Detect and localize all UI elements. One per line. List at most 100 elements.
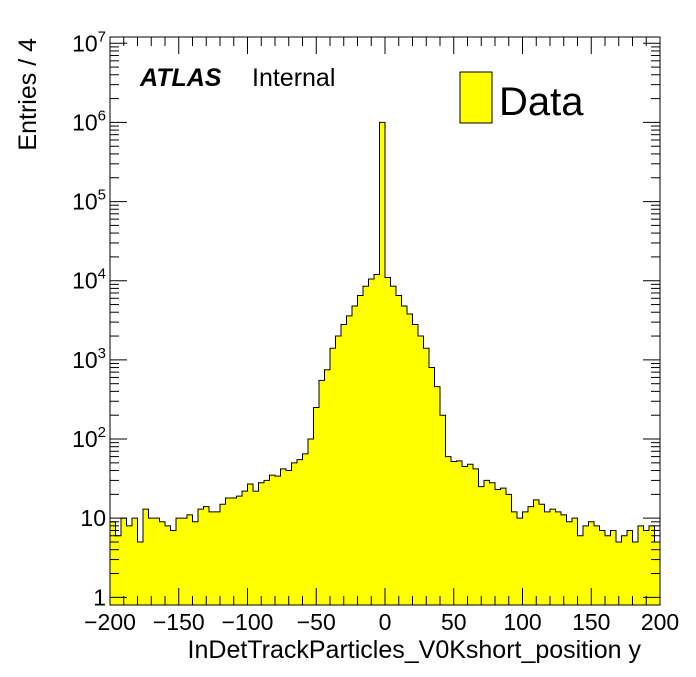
x-tick-label: 100 [503, 609, 541, 635]
histogram-bar [544, 511, 551, 605]
histogram-bar [313, 407, 320, 605]
x-tick-label: 200 [641, 609, 679, 635]
histogram-bar [214, 511, 221, 605]
histogram-bar [253, 491, 259, 605]
histogram-bar [555, 511, 562, 605]
histogram-bar [627, 530, 633, 605]
histogram-bar [396, 295, 402, 605]
histogram-bar [528, 506, 534, 605]
histogram-bar [533, 499, 540, 605]
histogram-bar [621, 535, 628, 605]
histogram-bar [467, 464, 474, 605]
histogram-bar [473, 468, 479, 605]
histogram-bar [434, 386, 441, 605]
histogram-bar [132, 518, 138, 605]
histogram-bar [566, 521, 573, 605]
histogram-bar [154, 518, 160, 605]
histogram-bar [440, 415, 446, 605]
y-tick-label: 106 [72, 107, 106, 135]
histogram-bar [203, 506, 210, 605]
histogram-bar [599, 530, 606, 605]
histogram-bar [572, 518, 578, 605]
histogram-bar [280, 468, 287, 605]
y-tick-label: 103 [72, 345, 106, 373]
histogram-bar [649, 525, 655, 605]
histogram-bar [522, 511, 529, 605]
y-tick-label: 102 [72, 424, 106, 452]
histogram-bar [500, 488, 507, 605]
histogram-bar [247, 484, 254, 605]
histogram-bar [209, 511, 215, 605]
x-tick-label: −100 [222, 609, 274, 635]
histogram-bar [390, 286, 397, 605]
x-tick-label: −150 [153, 609, 205, 635]
histogram-bar [605, 535, 611, 605]
histogram-bar [148, 518, 155, 605]
histogram-bar [632, 542, 639, 605]
histogram-bar [506, 494, 512, 605]
histogram-bar [225, 497, 232, 605]
histogram-bar [242, 491, 248, 605]
histogram-bar [379, 122, 386, 605]
histogram-bar [374, 274, 380, 605]
histogram-bar [187, 514, 193, 605]
legend: Data [459, 71, 584, 124]
histogram-bar [539, 504, 545, 605]
histogram-bar [258, 482, 265, 605]
histogram-bar [198, 509, 204, 605]
y-tick-label: 10 [80, 505, 106, 531]
histogram-bar [594, 525, 600, 605]
histogram-bar [484, 480, 490, 605]
histogram-bar [588, 521, 595, 605]
histogram-bar [368, 279, 375, 605]
histogram-bar [445, 456, 452, 605]
histogram-bar [418, 336, 424, 605]
y-tick-label: 1 [93, 584, 106, 610]
histogram-bar [385, 277, 391, 605]
histogram-bar [423, 348, 430, 605]
histogram-bar [429, 367, 435, 605]
histogram-bar [561, 514, 567, 605]
histogram-bar [616, 542, 622, 605]
histogram-bar [451, 461, 457, 605]
y-axis-label: Entries / 4 [14, 38, 42, 151]
axes: −200 −150 −100 −50 0 50 100 150 200 1 10 102 103 104 1… [72, 28, 679, 635]
histogram-bar [407, 313, 413, 605]
x-tick-label: 0 [379, 609, 392, 635]
histogram-bar [181, 518, 188, 605]
histogram-bar [638, 525, 644, 605]
histogram-bar [302, 453, 309, 605]
histogram-bar [264, 480, 270, 605]
histogram-bar [324, 369, 331, 605]
atlas-label: ATLAS [139, 64, 222, 92]
histogram-bar [341, 324, 347, 605]
histogram-bar [126, 525, 133, 605]
x-axis-label: InDetTrackParticles_V0Kshort_position y [188, 636, 642, 664]
histogram-bar [352, 305, 358, 605]
histogram-bar [495, 489, 501, 605]
x-tick-label: −200 [84, 609, 136, 635]
legend-label: Data [499, 80, 584, 124]
histogram-bar [550, 509, 556, 605]
y-tick-label: 104 [72, 266, 106, 294]
histogram-bar [401, 305, 408, 605]
x-tick-label: −50 [297, 609, 336, 635]
histogram-bar [297, 459, 303, 605]
histogram-bar [330, 348, 336, 605]
histogram-bar [236, 496, 243, 605]
histogram-bar [478, 486, 485, 605]
histogram-bar [159, 521, 166, 605]
histogram-bar [511, 511, 518, 605]
histogram-bar [121, 518, 127, 605]
histogram-bar [176, 518, 182, 605]
histogram-bar [319, 380, 325, 605]
histogram-bar [610, 530, 617, 605]
histogram-outline [109, 121, 661, 605]
histogram-bar [165, 525, 171, 605]
histogram-bar [286, 470, 292, 605]
histogram-bar [291, 462, 298, 605]
y-tick-label: 107 [72, 28, 106, 56]
x-tick-label: 50 [441, 609, 467, 635]
